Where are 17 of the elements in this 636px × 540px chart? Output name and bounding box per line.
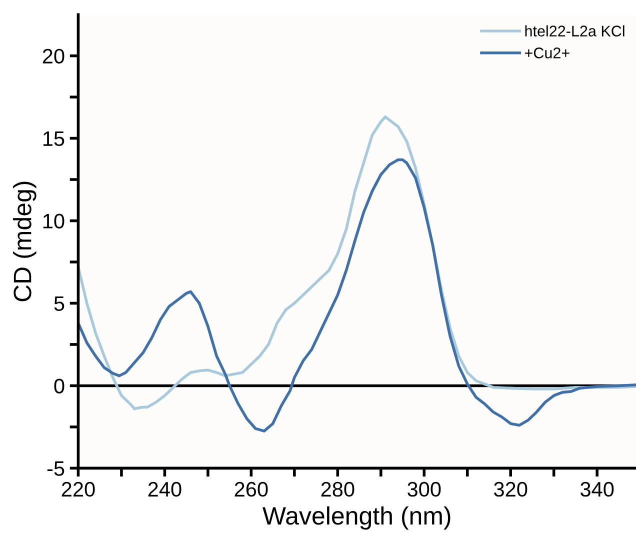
y-tick-label: 20 bbox=[42, 48, 64, 64]
x-tick-label: 280 bbox=[321, 482, 354, 497]
legend-label: htel22-L2a KCl bbox=[525, 25, 624, 36]
x-tick-label: 340 bbox=[580, 482, 614, 497]
legend-label: +Cu2+ bbox=[524, 48, 570, 58]
x-tick-label: 300 bbox=[408, 482, 441, 497]
x-tick-label: 320 bbox=[494, 482, 528, 497]
y-tick-label: 0 bbox=[54, 378, 64, 394]
y-tick-label: 15 bbox=[43, 132, 64, 146]
y-axis-title: CD (mdeg) bbox=[13, 182, 36, 302]
x-tick-label: 240 bbox=[148, 482, 182, 497]
x-tick-label: 220 bbox=[62, 482, 95, 497]
y-tick-label: 10 bbox=[43, 214, 64, 229]
x-axis-title: Wavelength (nm) bbox=[262, 506, 450, 530]
y-tick-label: 5 bbox=[54, 296, 64, 311]
y-tick-label: -5 bbox=[47, 461, 64, 476]
x-tick-label: 260 bbox=[234, 482, 268, 497]
